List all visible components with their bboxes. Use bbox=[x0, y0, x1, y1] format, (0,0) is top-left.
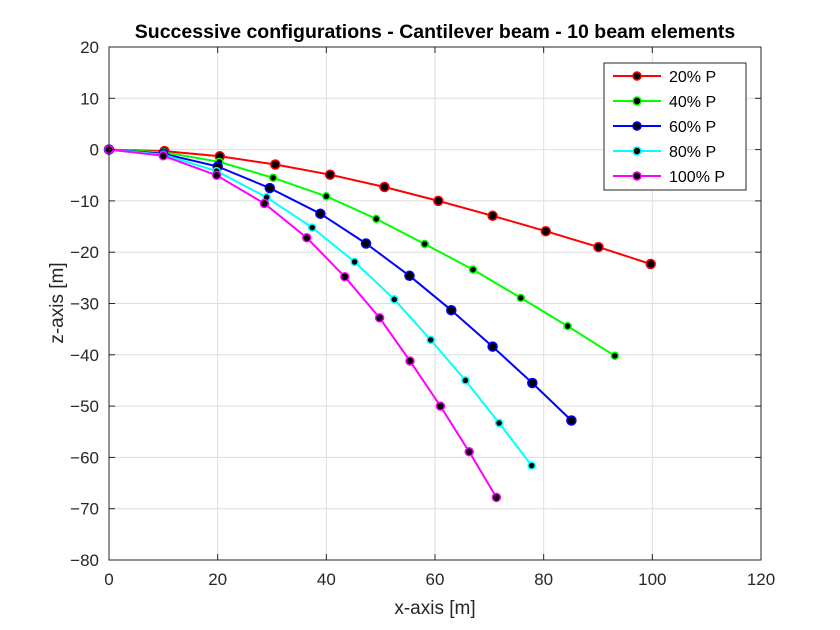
data-point bbox=[426, 335, 435, 345]
data-point bbox=[404, 270, 415, 282]
data-point bbox=[487, 341, 498, 352]
x-tick-label: 60 bbox=[426, 570, 445, 589]
data-point bbox=[372, 214, 381, 224]
data-point bbox=[270, 159, 281, 170]
legend-entry: 100% P bbox=[613, 169, 725, 186]
legend-marker bbox=[632, 71, 642, 81]
data-point bbox=[379, 181, 390, 193]
x-tick-label: 0 bbox=[104, 570, 113, 589]
data-point bbox=[494, 418, 504, 428]
legend-entry: 80% P bbox=[613, 144, 716, 161]
data-point bbox=[446, 304, 457, 316]
data-point bbox=[435, 401, 446, 411]
data-point bbox=[322, 192, 331, 201]
data-point bbox=[610, 351, 620, 361]
data-point bbox=[464, 447, 474, 457]
y-tick-label: −50 bbox=[70, 397, 99, 416]
x-axis-label: x-axis [m] bbox=[394, 598, 475, 619]
y-tick-label: −70 bbox=[70, 500, 99, 519]
data-point bbox=[360, 238, 372, 249]
ticks: 0 20 40 60 80 100 12020100−10−20−30−40−50−60−7… bbox=[70, 38, 775, 589]
legend-label: 80% P bbox=[669, 144, 716, 161]
data-point bbox=[340, 272, 350, 282]
legend-marker bbox=[632, 96, 642, 106]
y-tick-label: −20 bbox=[70, 243, 99, 262]
y-tick-label: 10 bbox=[80, 89, 99, 108]
legend-marker bbox=[632, 146, 642, 156]
data-point bbox=[390, 295, 399, 304]
chart-title: Successive configurations - Cantilever b… bbox=[135, 21, 736, 43]
data-point bbox=[324, 169, 336, 180]
legend-marker bbox=[632, 171, 642, 181]
data-point bbox=[259, 198, 270, 209]
y-tick-label: 0 bbox=[90, 141, 99, 160]
data-point bbox=[158, 151, 169, 161]
x-tick-label: 20 bbox=[208, 570, 227, 589]
data-point bbox=[307, 223, 317, 232]
data-point bbox=[527, 377, 538, 389]
series-3 bbox=[104, 145, 536, 470]
data-point bbox=[461, 376, 470, 385]
data-point bbox=[420, 239, 429, 249]
legend-entry: 60% P bbox=[613, 119, 716, 136]
data-point bbox=[264, 182, 276, 194]
legend-label: 40% P bbox=[669, 94, 716, 111]
data-point bbox=[350, 257, 359, 267]
data-point bbox=[491, 492, 502, 503]
data-point bbox=[211, 170, 222, 181]
y-tick-label: −60 bbox=[70, 448, 99, 467]
y-tick-label: −30 bbox=[70, 295, 99, 314]
data-point bbox=[468, 265, 478, 274]
data-point bbox=[566, 415, 577, 426]
data-point bbox=[527, 461, 536, 470]
x-tick-label: 100 bbox=[638, 570, 666, 589]
series-4 bbox=[104, 144, 502, 503]
legend-entry: 40% P bbox=[613, 94, 716, 111]
y-tick-label: 20 bbox=[80, 38, 99, 57]
data-point bbox=[516, 293, 526, 303]
data-point bbox=[593, 241, 604, 253]
y-tick-label: −80 bbox=[70, 551, 99, 570]
data-point bbox=[374, 313, 385, 323]
data-point bbox=[268, 173, 278, 183]
legend-label: 100% P bbox=[669, 169, 725, 186]
x-tick-label: 120 bbox=[747, 570, 775, 589]
y-axis-label: z-axis [m] bbox=[47, 262, 68, 343]
y-tick-label: −10 bbox=[70, 192, 99, 211]
series-layer bbox=[103, 144, 656, 503]
data-point bbox=[563, 321, 572, 331]
x-tick-label: 40 bbox=[317, 570, 336, 589]
x-tick-label: 80 bbox=[534, 570, 553, 589]
legend-label: 60% P bbox=[669, 119, 716, 136]
data-point bbox=[405, 356, 415, 366]
data-point bbox=[645, 258, 656, 270]
legend: 20% P 40% P 60% P 80% P 100% P bbox=[603, 62, 747, 191]
legend-entry: 20% P bbox=[613, 69, 716, 86]
data-point bbox=[302, 233, 312, 243]
data-point bbox=[487, 210, 498, 222]
data-point bbox=[540, 225, 552, 237]
data-point bbox=[315, 208, 326, 219]
legend-marker bbox=[632, 121, 642, 131]
legend-label: 20% P bbox=[669, 69, 716, 86]
y-tick-label: −40 bbox=[70, 346, 99, 365]
data-point bbox=[433, 195, 444, 207]
